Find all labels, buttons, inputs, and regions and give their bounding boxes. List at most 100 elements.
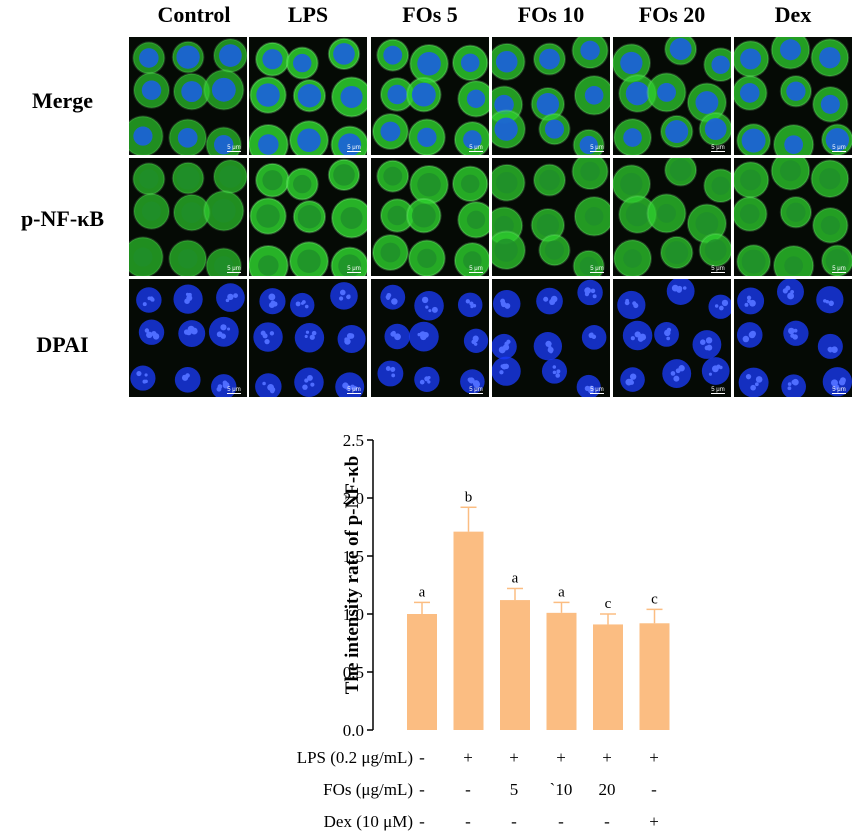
- cell-nucleus: [258, 134, 279, 155]
- cell-nucleus: [692, 330, 722, 359]
- cell-nucleus: [293, 53, 312, 73]
- cell-nucleus: [380, 121, 401, 142]
- cell-nucleus: [335, 372, 365, 397]
- micrograph-panel: 5 μm: [249, 279, 367, 397]
- chromatin-spot: [304, 378, 309, 383]
- micrograph-image: [130, 283, 245, 397]
- significance-label: b: [465, 489, 473, 505]
- cell-nucleus: [262, 49, 283, 70]
- scale-bar: 5 μm: [227, 266, 241, 273]
- scale-bar-label: 5 μm: [469, 387, 483, 393]
- chromatin-spot: [233, 293, 238, 298]
- col-header-fos5: FOs 5: [402, 2, 458, 27]
- chromatin-spot: [474, 338, 478, 343]
- bars: a b a a c c: [407, 489, 670, 730]
- cell-nucleus: [256, 83, 280, 107]
- micrograph-panel: 5 μm: [613, 158, 731, 276]
- cell-center: [620, 172, 643, 196]
- chromatin-spot: [666, 336, 671, 341]
- cell-center: [460, 174, 480, 194]
- chromatin-spot: [592, 294, 597, 299]
- chromatin-spot: [142, 302, 147, 307]
- chromatin-spot: [300, 301, 305, 305]
- chromatin-spot: [549, 349, 553, 354]
- scale-bar: 5 μm: [590, 145, 604, 152]
- cell-nucleus: [825, 128, 850, 152]
- cell-nucleus: [338, 133, 362, 155]
- y-axis: 0.0 0.5 1.0 1.5 2.0 2.5: [343, 431, 374, 740]
- micrograph-image: [613, 158, 731, 276]
- cell-center: [333, 164, 355, 186]
- cell-nucleus: [617, 290, 646, 320]
- treatment-cell: -: [419, 748, 425, 767]
- chromatin-spot: [747, 299, 752, 304]
- cell-nucleus: [330, 282, 358, 310]
- cell-nucleus: [383, 45, 403, 65]
- bar: [453, 531, 484, 730]
- treatment-cell: -: [465, 812, 471, 831]
- scale-bar: 5 μm: [711, 145, 725, 152]
- scale-bar-line: [347, 272, 361, 273]
- cell-center: [580, 161, 600, 182]
- scale-bar-line: [590, 151, 604, 152]
- chromatin-spot: [793, 328, 798, 333]
- cell-center: [411, 203, 436, 228]
- chromatin-spot: [309, 334, 315, 340]
- chromatin-spot: [386, 292, 392, 298]
- treatment-cell: +: [556, 748, 566, 767]
- cell-center: [256, 204, 280, 228]
- scale-bar-label: 5 μm: [469, 266, 483, 272]
- chromatin-spot: [625, 298, 630, 303]
- scale-bar-line: [832, 151, 846, 152]
- cell-center: [623, 249, 642, 268]
- cell-nucleus: [711, 55, 730, 74]
- chromatin-spot: [346, 294, 351, 300]
- cell-nucleus: [176, 45, 200, 69]
- cell-nucleus: [133, 126, 153, 146]
- chromatin-spot: [262, 333, 268, 339]
- scale-bar-label: 5 μm: [227, 266, 241, 272]
- chromatin-spot: [183, 329, 190, 335]
- cell-nucleus: [417, 51, 441, 76]
- chromatin-spot: [391, 373, 396, 378]
- scale-bar-label: 5 μm: [832, 266, 846, 272]
- micrograph-panel: 5 μm: [129, 158, 247, 276]
- chromatin-spot: [670, 371, 676, 376]
- chromatin-spot: [787, 386, 792, 391]
- micrograph-image: [492, 37, 610, 155]
- significance-label: a: [558, 584, 565, 600]
- chromatin-spot: [590, 288, 596, 294]
- chromatin-spot: [222, 381, 230, 389]
- chromatin-spot: [549, 298, 556, 305]
- chromatin-spot: [630, 336, 635, 341]
- cell-nucleus: [662, 359, 692, 389]
- scale-bar-line: [711, 393, 725, 394]
- cell-center: [704, 239, 727, 261]
- chromatin-spot: [588, 332, 594, 338]
- cell-nucleus: [783, 320, 809, 346]
- scale-bar-label: 5 μm: [469, 145, 483, 151]
- bar: [593, 624, 623, 730]
- cell-nucleus: [253, 322, 283, 352]
- cell-nucleus: [139, 48, 159, 68]
- cell-nucleus: [544, 119, 565, 139]
- chromatin-spot: [421, 296, 429, 304]
- chromatin-spot: [262, 381, 266, 386]
- scale-bar-line: [832, 393, 846, 394]
- chromatin-spot: [682, 286, 687, 290]
- chromatin-spot: [268, 302, 275, 309]
- chromatin-spot: [391, 298, 398, 305]
- chromatin-spot: [425, 305, 429, 309]
- chromatin-spot: [348, 333, 355, 339]
- micrograph-panel: 5 μm: [371, 37, 489, 155]
- scale-bar-line: [227, 272, 241, 273]
- chromatin-spot: [831, 346, 836, 351]
- chromatin-spot: [665, 330, 670, 335]
- chromatin-spot: [424, 376, 430, 382]
- chromatin-spot: [269, 331, 275, 336]
- cell-center: [211, 198, 236, 223]
- chromatin-spot: [828, 349, 832, 353]
- chromatin-spot: [391, 330, 396, 336]
- scale-bar-line: [469, 393, 483, 394]
- chromatin-spot: [146, 331, 153, 339]
